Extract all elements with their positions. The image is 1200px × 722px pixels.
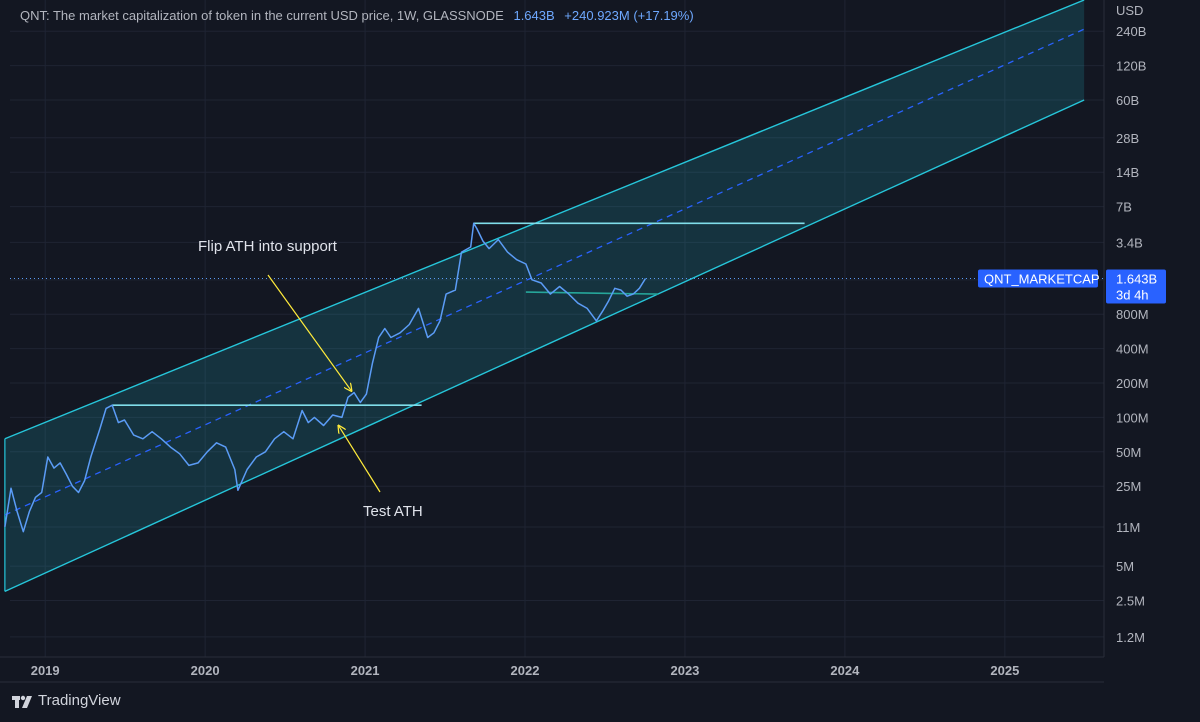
tradingview-brand[interactable]: TradingView [12,692,121,709]
y-tick-label: 200M [1116,376,1149,391]
price-tag-bg [1106,269,1166,304]
annotation-arrow-flip [267,274,352,391]
series-name-tag: QNT_MARKETCAP [978,269,1100,288]
y-tick-label: 2.5M [1116,593,1145,608]
series-name-tag-label: QNT_MARKETCAP [984,272,1100,287]
brand-label: TradingView [38,692,121,709]
y-tick-label: 100M [1116,410,1149,425]
tradingview-logo-icon [12,694,32,708]
y-tick-label: 50M [1116,445,1141,460]
header-last-value: 1.643B [513,8,555,23]
y-tick-label: 5M [1116,559,1134,574]
header-change: +240.923M (+17.19%) [564,8,694,23]
y-tick-label: 25M [1116,479,1141,494]
annotation-flip-ath: Flip ATH into support [198,238,338,255]
channel-midline [4,28,1085,516]
chart-title: QNT: The market capitalization of token … [20,8,504,23]
y-unit-label: USD [1116,3,1143,18]
x-tick-label: 2023 [670,663,699,678]
channel-lower-line [4,99,1085,593]
annotation-arrow-test [338,425,381,493]
support-line-2022 [525,291,659,295]
grid [10,0,1104,657]
chart-header: QNT: The market capitalization of token … [20,8,694,23]
y-tick-label: 400M [1116,342,1149,357]
y-tick-label: 7B [1116,200,1132,215]
x-tick-label: 2019 [31,663,60,678]
y-tick-label: 240B [1116,24,1146,39]
y-tick-label: 28B [1116,131,1139,146]
annotation-test-ath: Test ATH [363,503,423,520]
price-tag-countdown: 3d 4h [1116,288,1149,303]
series-name-tag-bg [978,269,1098,288]
price-axis-bg [1104,0,1200,722]
y-tick-label: 11M [1116,520,1140,535]
channel-fill [4,0,1085,592]
x-tick-label: 2020 [191,663,220,678]
time-axis-bg [0,657,1200,682]
channel-upper-line [4,0,1085,440]
y-tick-label: 60B [1116,93,1139,108]
series-points [4,223,646,532]
x-tick-label: 2021 [351,663,380,678]
y-tick-label: 3.4B [1116,235,1143,250]
y-tick-label: 14B [1116,165,1139,180]
y-tick-label: 1.2M [1116,630,1145,645]
x-tick-label: 2024 [830,663,860,678]
price-tag-value: 1.643B [1116,272,1157,287]
y-tick-label: 800M [1116,307,1149,322]
y-tick-label: 120B [1116,59,1146,74]
x-tick-label: 2025 [990,663,1019,678]
x-tick-label: 2022 [511,663,540,678]
